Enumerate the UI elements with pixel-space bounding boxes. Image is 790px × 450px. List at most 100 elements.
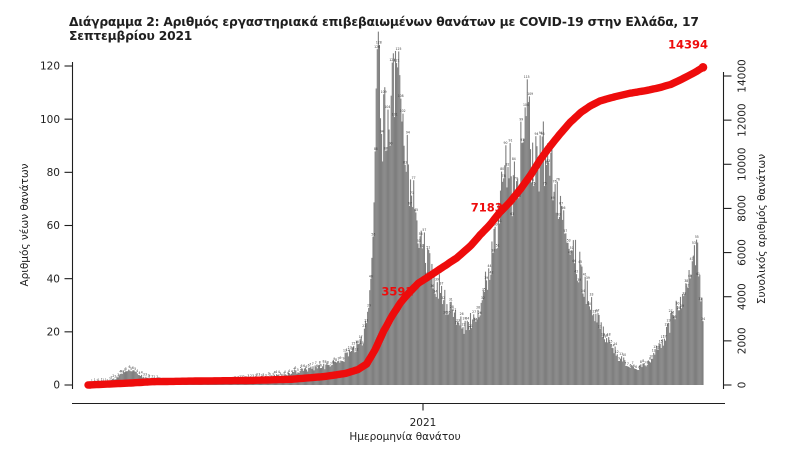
svg-text:102: 102 xyxy=(400,109,406,113)
svg-text:26: 26 xyxy=(460,312,464,316)
svg-text:78: 78 xyxy=(502,174,506,178)
axes xyxy=(64,62,732,411)
svg-text:53: 53 xyxy=(417,239,421,243)
right-tick-label: 8000 xyxy=(737,195,749,222)
svg-text:37: 37 xyxy=(440,282,444,286)
svg-text:28: 28 xyxy=(476,306,480,310)
svg-text:83: 83 xyxy=(403,161,407,165)
svg-text:39: 39 xyxy=(484,276,488,280)
svg-text:63: 63 xyxy=(557,213,561,217)
svg-text:4: 4 xyxy=(139,371,141,375)
svg-text:55: 55 xyxy=(695,235,699,239)
svg-text:63: 63 xyxy=(510,212,514,216)
svg-text:77: 77 xyxy=(412,176,416,180)
svg-text:125: 125 xyxy=(396,47,402,51)
svg-text:34: 34 xyxy=(433,289,437,293)
svg-text:44: 44 xyxy=(488,264,492,268)
svg-text:31: 31 xyxy=(449,298,453,302)
left-tick-label: 120 xyxy=(40,61,60,73)
svg-text:2: 2 xyxy=(250,374,252,378)
svg-text:4: 4 xyxy=(287,371,289,375)
svg-text:5: 5 xyxy=(134,367,136,371)
right-tick-label: 12000 xyxy=(737,103,749,136)
svg-text:6: 6 xyxy=(635,365,637,369)
svg-text:91: 91 xyxy=(520,138,524,142)
svg-text:21: 21 xyxy=(469,324,473,328)
svg-text:9: 9 xyxy=(618,357,620,361)
svg-text:41: 41 xyxy=(696,272,700,276)
chart-title: Διάγραμμα 2: Αριθμός εργαστηριακά επιβεβ… xyxy=(69,15,699,43)
svg-text:18: 18 xyxy=(607,333,611,337)
svg-text:49: 49 xyxy=(568,250,572,254)
svg-text:12: 12 xyxy=(355,347,359,351)
annotation-7183: 7183 xyxy=(471,201,503,215)
svg-text:8: 8 xyxy=(640,360,642,364)
svg-text:9: 9 xyxy=(343,357,345,361)
svg-text:13: 13 xyxy=(653,345,657,349)
svg-text:6: 6 xyxy=(132,366,134,370)
svg-text:3: 3 xyxy=(279,372,281,376)
svg-text:65: 65 xyxy=(414,208,418,212)
svg-text:26: 26 xyxy=(447,310,451,314)
svg-text:82: 82 xyxy=(506,163,510,167)
svg-text:80: 80 xyxy=(500,167,504,171)
svg-text:4: 4 xyxy=(278,370,280,374)
right-tick-label: 6000 xyxy=(737,239,749,266)
svg-text:33: 33 xyxy=(590,293,594,297)
svg-text:41: 41 xyxy=(583,272,587,276)
svg-text:9: 9 xyxy=(649,357,651,361)
svg-text:71: 71 xyxy=(410,191,414,195)
svg-text:47: 47 xyxy=(690,257,694,261)
svg-text:8: 8 xyxy=(327,361,329,365)
right-tick-label: 4000 xyxy=(737,283,749,310)
svg-text:7: 7 xyxy=(315,361,317,365)
svg-text:23: 23 xyxy=(455,320,459,324)
svg-text:51: 51 xyxy=(420,244,424,248)
line-start-dot xyxy=(86,381,94,389)
svg-text:75: 75 xyxy=(543,182,547,186)
left-tick-label: 80 xyxy=(47,167,60,179)
svg-text:3: 3 xyxy=(117,373,119,377)
svg-text:2: 2 xyxy=(114,375,116,379)
daily-deaths-bars xyxy=(91,31,704,386)
svg-text:9: 9 xyxy=(340,356,342,360)
svg-text:7: 7 xyxy=(309,362,311,366)
svg-text:27: 27 xyxy=(595,309,599,313)
svg-text:6: 6 xyxy=(303,364,305,368)
svg-text:21: 21 xyxy=(598,324,602,328)
left-tick-label: 40 xyxy=(47,273,60,285)
svg-text:9: 9 xyxy=(333,357,335,361)
svg-text:24: 24 xyxy=(465,316,469,320)
svg-text:27: 27 xyxy=(593,310,597,314)
svg-text:42: 42 xyxy=(490,270,494,274)
svg-text:53: 53 xyxy=(692,241,696,245)
svg-text:84: 84 xyxy=(512,157,516,161)
svg-text:6: 6 xyxy=(633,364,635,368)
svg-text:7: 7 xyxy=(644,361,646,365)
svg-text:4: 4 xyxy=(141,371,143,375)
svg-text:75: 75 xyxy=(532,182,536,186)
svg-text:24: 24 xyxy=(701,317,705,321)
svg-text:88: 88 xyxy=(374,147,378,151)
svg-text:90: 90 xyxy=(504,141,508,145)
svg-text:67: 67 xyxy=(559,201,563,205)
svg-text:30: 30 xyxy=(587,302,591,306)
svg-text:6: 6 xyxy=(294,366,296,370)
svg-text:4: 4 xyxy=(291,369,293,373)
svg-text:32: 32 xyxy=(441,296,445,300)
svg-text:11: 11 xyxy=(619,352,623,356)
svg-text:94: 94 xyxy=(380,130,384,134)
svg-text:3: 3 xyxy=(145,372,147,376)
svg-text:4: 4 xyxy=(288,369,290,373)
svg-text:109: 109 xyxy=(381,90,387,94)
svg-text:39: 39 xyxy=(435,278,439,282)
svg-text:4: 4 xyxy=(136,369,138,373)
svg-text:3: 3 xyxy=(258,373,260,377)
svg-text:12: 12 xyxy=(343,348,347,352)
svg-text:56: 56 xyxy=(371,232,375,236)
svg-text:15: 15 xyxy=(659,340,663,344)
svg-text:46: 46 xyxy=(572,259,576,263)
svg-text:10: 10 xyxy=(649,354,653,358)
svg-text:88: 88 xyxy=(384,147,388,151)
svg-text:99: 99 xyxy=(519,117,523,121)
